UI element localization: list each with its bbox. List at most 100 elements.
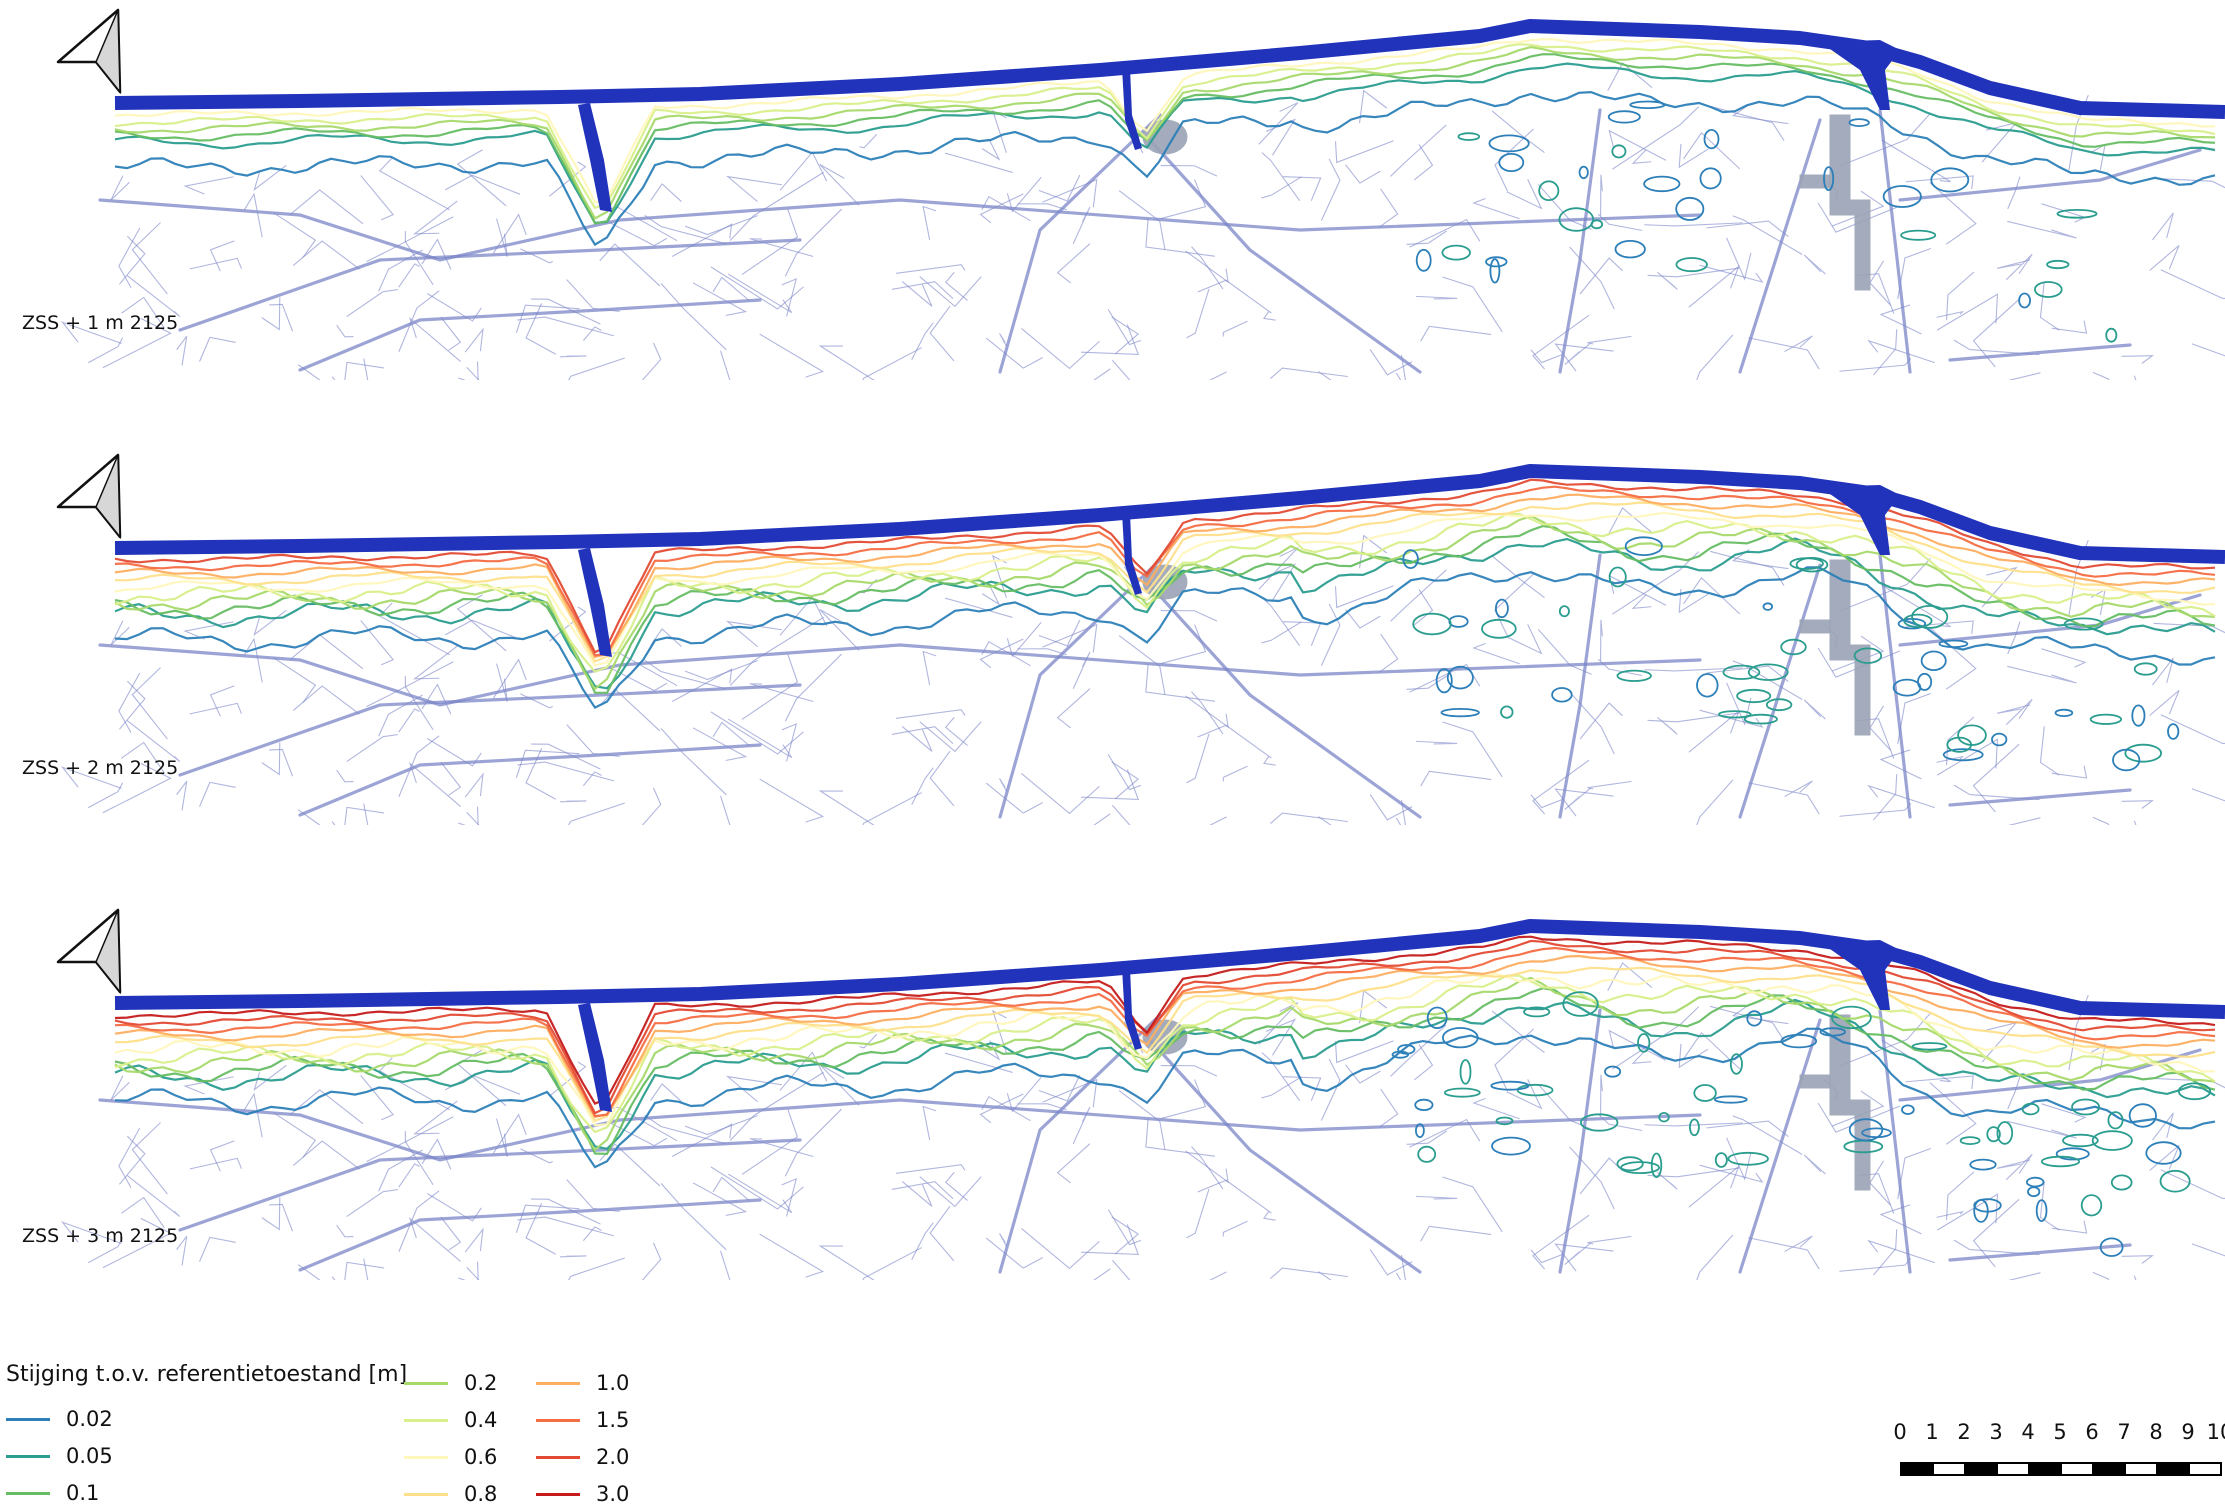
main-road: [298, 1198, 762, 1272]
minor-road: [1006, 1077, 1042, 1113]
contour-blob: [1920, 650, 1947, 672]
harbor-structures: [1142, 559, 1871, 736]
minor-road: [1699, 709, 1764, 728]
minor-road: [110, 620, 130, 646]
contour-blob: [1495, 598, 1509, 619]
minor-road: [1072, 206, 1091, 244]
minor-road: [2191, 343, 2225, 357]
minor-road: [1415, 295, 1458, 300]
minor-road: [363, 1258, 369, 1280]
contour-blob: [1789, 557, 1824, 570]
contour-blob: [2046, 259, 2070, 270]
contour-blob: [2128, 1103, 2157, 1128]
contour-blob: [2099, 1237, 2124, 1257]
minor-road: [979, 1093, 1024, 1124]
minor-road: [273, 657, 317, 703]
contour-blob: [1448, 615, 1469, 628]
minor-road: [1145, 1118, 1216, 1157]
minor-road: [1678, 1043, 1709, 1069]
minor-road: [1112, 360, 1131, 380]
minor-road: [1491, 555, 1545, 598]
minor-road: [1579, 257, 1623, 295]
minor-road: [660, 728, 727, 796]
minor-road: [346, 734, 399, 762]
minor-road: [1038, 619, 1081, 647]
minor-road: [1145, 663, 1216, 702]
minor-road: [1093, 1268, 1111, 1280]
minor-road: [1017, 1103, 1067, 1111]
legend-label: 0.8: [464, 1482, 498, 1506]
minor-road: [366, 1116, 454, 1162]
minor-road: [1209, 816, 1227, 825]
minor-road: [1191, 246, 1224, 290]
minor-road: [1699, 1164, 1764, 1183]
contour-0.8: [114, 966, 2216, 1123]
minor-road: [209, 685, 235, 717]
minor-road: [1017, 648, 1067, 656]
minor-road: [749, 238, 814, 257]
minor-road: [1706, 665, 1789, 682]
minor-road: [1369, 794, 1413, 821]
harbor-basin: [1829, 114, 1871, 291]
minor-road: [1839, 112, 1931, 167]
minor-road: [1709, 1005, 1785, 1041]
minor-road: [2007, 220, 2077, 239]
minor-road: [360, 1075, 395, 1121]
minor-road: [1186, 1188, 1210, 1239]
minor-road: [1191, 691, 1224, 735]
minor-road: [1345, 609, 1381, 629]
minor-road: [1879, 1204, 1922, 1235]
minor-road: [515, 304, 580, 333]
legend-label: 0.4: [464, 1408, 498, 1432]
minor-road: [944, 1052, 1013, 1073]
minor-road: [1897, 248, 1931, 300]
minor-road: [1283, 1076, 1322, 1101]
minor-road: [1803, 1154, 1826, 1175]
legend-label: 2.0: [596, 1445, 630, 1469]
contour-blob: [1440, 707, 1480, 718]
minor-road: [515, 749, 580, 778]
minor-road: [298, 364, 336, 380]
contour-blob: [2062, 1133, 2099, 1148]
minor-road: [102, 762, 172, 814]
legend-swatch: [536, 1381, 580, 1385]
minor-road: [1359, 89, 1387, 124]
minor-road: [1579, 1157, 1623, 1195]
minor-road: [176, 335, 188, 366]
minor-road: [1359, 534, 1387, 569]
dike-line: [114, 19, 2225, 119]
minor-road: [859, 134, 878, 149]
minor-road: [2149, 689, 2180, 716]
minor-road: [408, 316, 461, 362]
contour-0.2: [114, 976, 2216, 1152]
minor-road: [1656, 271, 1678, 290]
minor-road: [378, 694, 423, 737]
minor-road: [1042, 1078, 1098, 1108]
minor-road: [1042, 623, 1098, 653]
legend-swatch: [404, 1418, 448, 1422]
minor-road: [1390, 124, 1447, 177]
north-arrow-icon: [56, 453, 122, 540]
minor-road: [530, 743, 601, 770]
contour-blob: [1765, 698, 1793, 712]
minor-road: [725, 175, 783, 202]
minor-road: [1209, 1271, 1227, 1280]
minor-road: [1587, 335, 1632, 345]
minor-road: [1726, 1137, 1752, 1181]
minor-road: [1564, 788, 1591, 810]
minor-road: [1265, 118, 1297, 156]
contour-blob: [2110, 1174, 2133, 1191]
minor-road: [2006, 1153, 2033, 1180]
scale-segment: [1932, 1462, 1966, 1476]
legend-swatch: [536, 1492, 580, 1496]
main-road: [1148, 138, 1422, 374]
minor-road: [2133, 375, 2137, 380]
minor-road: [1378, 188, 1399, 228]
minor-road: [363, 803, 369, 825]
map-panel-1: ZSS + 1 m 2125: [0, 0, 2225, 380]
minor-road: [121, 296, 165, 329]
minor-road: [298, 809, 336, 825]
minor-road: [567, 357, 625, 380]
minor-road: [741, 654, 799, 720]
minor-road: [728, 273, 793, 314]
